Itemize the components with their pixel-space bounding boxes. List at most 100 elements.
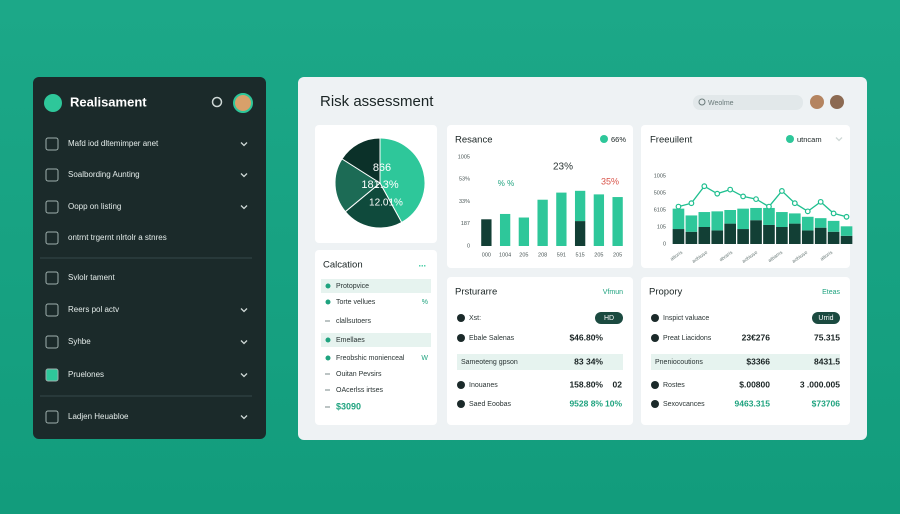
- list-item: $3090: [336, 401, 361, 411]
- list-item: Emellaes: [336, 337, 365, 344]
- pill-label: Urrid: [818, 315, 833, 322]
- card-link[interactable]: Eteas: [822, 289, 840, 296]
- list-item: OAcerlss irtses: [336, 387, 384, 394]
- resance-card: [447, 125, 633, 268]
- row-value: $.00800: [739, 379, 770, 389]
- chevron[interactable]: [240, 142, 248, 147]
- bullet: [325, 299, 331, 305]
- y-tick-label: 33%: [459, 199, 470, 205]
- row-highlight: [651, 354, 840, 370]
- x-tick-label: 208: [538, 252, 547, 258]
- row-highlight: [321, 333, 431, 347]
- chevron[interactable]: [835, 137, 843, 142]
- y-tick-label: 53%: [459, 177, 470, 183]
- card-link[interactable]: Vfmun: [603, 289, 623, 296]
- pie-slice: [334, 158, 381, 213]
- avatar[interactable]: [830, 95, 844, 109]
- pill[interactable]: [595, 312, 623, 324]
- trend-point: [843, 213, 850, 220]
- y-tick-label: 0: [467, 243, 470, 249]
- row-value: 9463.315: [735, 398, 771, 408]
- menu-icon: [45, 271, 59, 285]
- row-icon: [651, 334, 659, 342]
- row-highlight: [321, 279, 431, 293]
- row-value: $73706: [812, 398, 841, 408]
- bar: [724, 223, 736, 244]
- row-icon: [651, 381, 659, 389]
- row-icon: [651, 314, 659, 322]
- row-icon: [457, 381, 465, 389]
- row-label: Rostes: [663, 382, 685, 389]
- bar: [776, 212, 788, 227]
- search-icon[interactable]: [211, 96, 223, 108]
- x-tick-label: 515: [576, 252, 585, 258]
- pie-label: 866: [373, 162, 391, 174]
- bar: [724, 210, 736, 224]
- y-tick-label: 1005: [654, 173, 666, 179]
- bullet: [325, 337, 331, 343]
- badge-icon: [786, 135, 794, 143]
- row-icon: [457, 334, 465, 342]
- trend-point: [817, 198, 824, 205]
- bar: [593, 194, 605, 246]
- bar: [814, 227, 827, 244]
- bar: [827, 231, 840, 244]
- pie-slice: [344, 182, 403, 229]
- pill[interactable]: [812, 312, 840, 324]
- bar: [711, 230, 724, 244]
- row-value: 158.80%: [569, 379, 603, 389]
- bar: [801, 216, 814, 231]
- bar: [518, 217, 530, 246]
- list-item-suffix: %: [422, 299, 428, 306]
- avatar[interactable]: [233, 93, 253, 113]
- trend-point: [740, 193, 747, 200]
- menu-item-label: Svlolr tament: [68, 273, 115, 282]
- pie-label: 181.3%: [361, 179, 399, 191]
- pie-slice: [341, 137, 381, 184]
- badge: 66%: [611, 135, 626, 144]
- row-label: Sameoteng gpson: [461, 359, 518, 366]
- chevron[interactable]: [240, 340, 248, 345]
- menu-item-label: Oopp on listing: [68, 202, 121, 211]
- card-title: Calcation: [323, 260, 363, 271]
- list-item-suffix: W: [421, 355, 428, 362]
- trend-point: [830, 210, 837, 217]
- trend-point: [714, 190, 721, 197]
- bar: [481, 219, 492, 246]
- menu-icon: [45, 368, 59, 382]
- y-tick-label: 0: [663, 241, 666, 247]
- menu-icon: [45, 137, 59, 151]
- bar: [672, 229, 685, 244]
- x-tick-label: 591: [557, 252, 566, 258]
- propory-card: [641, 277, 850, 425]
- menu-icon: [45, 200, 59, 214]
- row-icon: [457, 314, 465, 322]
- menu-item-label: Pruelones: [68, 370, 104, 379]
- menu-item-label: Ladjen Heuabloe: [68, 412, 129, 421]
- bar: [814, 218, 827, 228]
- menu-item-label: Mafd iod dltemimper anet: [68, 139, 159, 148]
- row-icon: [457, 400, 465, 408]
- bar: [556, 192, 567, 246]
- card-menu[interactable]: ...: [418, 258, 426, 268]
- search-box[interactable]: [693, 95, 803, 110]
- chevron[interactable]: [240, 373, 248, 378]
- row-value: 23€276: [742, 332, 771, 342]
- avatar[interactable]: [810, 95, 824, 109]
- pie-label: 12.01%: [369, 198, 403, 209]
- badge-icon: [600, 135, 608, 143]
- chevron[interactable]: [240, 173, 248, 178]
- y-tick-label: 1005: [458, 154, 470, 160]
- chevron[interactable]: [240, 308, 248, 313]
- y-tick-label: 6105: [654, 207, 666, 213]
- row-label: Pneniocoutions: [655, 359, 703, 366]
- row-value: 8431.5: [814, 356, 840, 366]
- chevron[interactable]: [240, 415, 248, 420]
- row-value: $3366: [746, 356, 770, 366]
- bullet: [325, 283, 331, 289]
- menu-icon: [45, 303, 59, 317]
- card-title: Propory: [649, 287, 683, 298]
- row-label: Saed Eoobas: [469, 401, 512, 408]
- chevron[interactable]: [240, 205, 248, 210]
